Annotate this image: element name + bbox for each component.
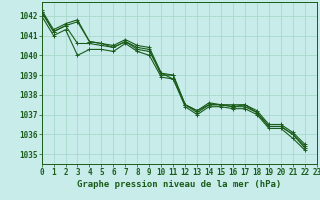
X-axis label: Graphe pression niveau de la mer (hPa): Graphe pression niveau de la mer (hPa) [77, 180, 281, 189]
